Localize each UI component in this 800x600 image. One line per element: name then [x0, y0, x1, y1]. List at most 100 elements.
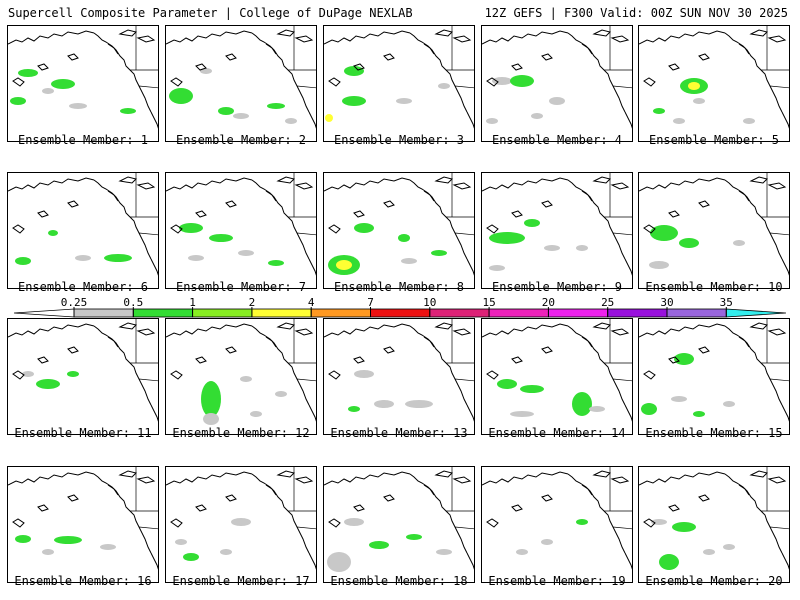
coastline [265, 190, 277, 202]
scp-shading-yellow [325, 114, 333, 122]
coastline [265, 336, 277, 348]
scp-shading-gray [693, 98, 705, 104]
coastline [423, 43, 435, 55]
panel-map-graphic [482, 26, 632, 129]
scp-shading-green [15, 535, 31, 543]
coastline [724, 325, 783, 406]
panel-map-graphic [8, 319, 158, 422]
scp-shading-green [510, 75, 534, 87]
scp-shading-gray [327, 552, 351, 572]
coastline [136, 182, 156, 190]
coastline [276, 470, 295, 478]
panel-map-graphic [8, 467, 158, 570]
panel-map-graphic [166, 173, 316, 276]
ensemble-member-label: Ensemble Member: 17 [172, 574, 310, 588]
scp-shading-green [572, 392, 592, 416]
scp-shading-green [183, 553, 199, 561]
coastline [8, 323, 95, 338]
coastline [486, 77, 499, 87]
coastline [610, 35, 630, 43]
ensemble-member-label: Ensemble Member: 1 [17, 133, 149, 147]
coastline [541, 53, 553, 61]
coastline [639, 177, 726, 192]
ensemble-member-7-map [165, 172, 317, 289]
scp-shading-gray [589, 406, 605, 412]
coastline [724, 473, 783, 554]
scp-shading-gray [489, 265, 505, 271]
coastline [668, 356, 680, 364]
coastline [308, 111, 316, 129]
scp-shading-gray [354, 370, 374, 378]
scp-shading-green [653, 108, 665, 114]
coastline [118, 176, 137, 184]
coastline [265, 484, 277, 496]
coastline [107, 43, 119, 55]
coastline [698, 346, 710, 354]
coastline [328, 370, 341, 380]
coastline [738, 190, 750, 202]
panel-map-graphic [324, 173, 474, 276]
colorbar-segment [607, 308, 668, 318]
scp-shading-gray [673, 118, 685, 124]
colorbar-tick-label: 25 [601, 296, 614, 309]
coastline [781, 552, 789, 570]
coastline [265, 43, 277, 55]
political-border [769, 85, 789, 89]
ensemble-member-6-map [7, 172, 159, 289]
scp-shading-gray [188, 255, 204, 261]
scp-shading-gray [510, 411, 534, 417]
coastline [150, 111, 158, 129]
scp-shading-green [650, 225, 678, 241]
coastline [486, 224, 499, 234]
coastline [639, 471, 726, 486]
coastline [466, 258, 474, 276]
coastline [643, 224, 656, 234]
ensemble-member-2-map [165, 25, 317, 142]
coastline [581, 336, 593, 348]
coastline [12, 77, 25, 87]
coastline [738, 484, 750, 496]
ensemble-member-16-map [7, 466, 159, 583]
coastline [294, 35, 314, 43]
coastline [541, 200, 553, 208]
coastline [592, 322, 611, 330]
coastline [107, 336, 119, 348]
scp-shading-green [10, 97, 26, 105]
coastline [724, 32, 783, 113]
coastline [37, 356, 49, 364]
coastline [150, 258, 158, 276]
coastline [482, 323, 569, 338]
scp-shading-green [15, 257, 31, 265]
ensemble-member-label: Ensemble Member: 19 [488, 574, 626, 588]
coastline [383, 53, 395, 61]
coastline [383, 494, 395, 502]
scp-shading-green [641, 403, 657, 415]
political-border [769, 232, 789, 236]
coastline [738, 336, 750, 348]
coastline [767, 476, 787, 484]
colorbar-segment [251, 308, 312, 318]
coastline [643, 77, 656, 87]
colorbar-segment [310, 308, 371, 318]
coastline [466, 111, 474, 129]
scp-shading-gray [516, 549, 528, 555]
colorbar-tick-label: 20 [542, 296, 555, 309]
coastline [610, 476, 630, 484]
colorbar-segment [73, 308, 134, 318]
scp-shading-green [169, 88, 193, 104]
scp-shading-gray [401, 258, 417, 264]
ensemble-member-5-map [638, 25, 790, 142]
coastline [581, 43, 593, 55]
coastline [308, 404, 316, 422]
coastline [67, 346, 79, 354]
coastline [486, 518, 499, 528]
ensemble-member-label: Ensemble Member: 4 [491, 133, 623, 147]
coastline [67, 53, 79, 61]
panel-map-graphic [324, 26, 474, 129]
scp-shading-gray [576, 245, 588, 251]
ensemble-member-label: Ensemble Member: 7 [175, 280, 307, 294]
scp-shading-gray [275, 391, 287, 397]
coastline [12, 370, 25, 380]
scp-shading-green [679, 238, 699, 248]
coastline [93, 473, 152, 554]
